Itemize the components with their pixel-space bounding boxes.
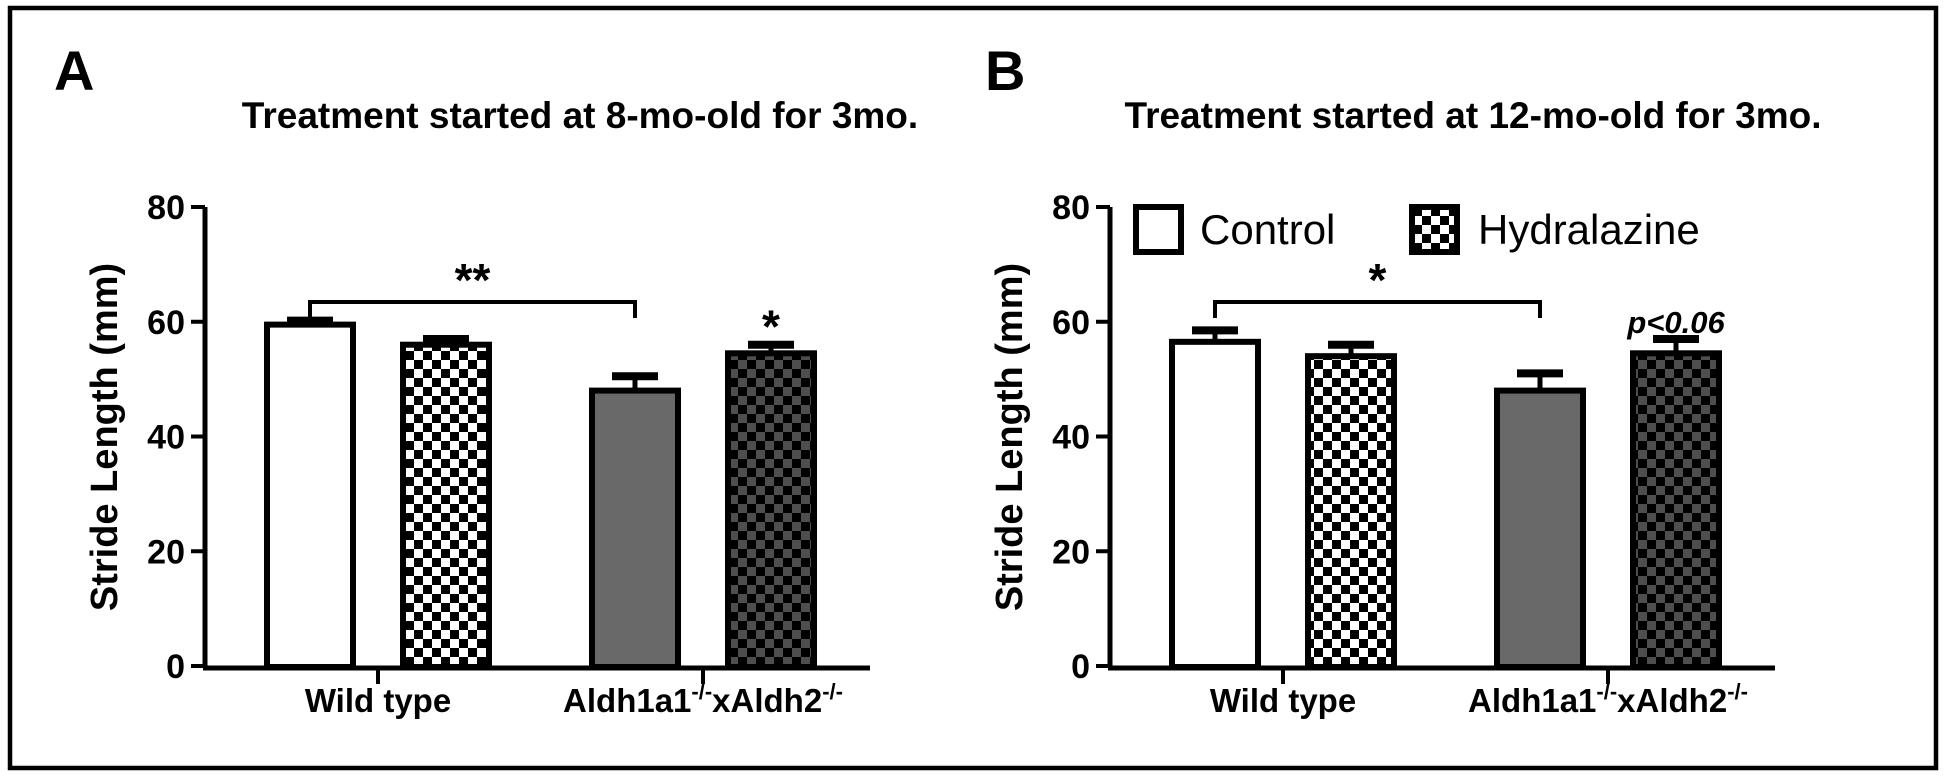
y-tick-label: 20 — [147, 533, 185, 571]
y-tick-label: 0 — [166, 648, 185, 686]
y-tick-label: 40 — [147, 419, 185, 457]
legend-swatch-control — [1133, 204, 1184, 255]
bar-wild-type-control — [264, 321, 356, 670]
panel-a-title: Treatment started at 8-mo-old for 3mo. — [242, 95, 918, 136]
y-tick-label: 20 — [1052, 533, 1090, 571]
category-label: Aldh1a1-/-xAldh2-/- — [563, 679, 843, 719]
bar-aldh1a1-xaldh2--hydralazine — [725, 350, 817, 670]
legend-swatch-hydralazine — [1409, 204, 1460, 255]
panel-b-title: Treatment started at 12-mo-old for 3mo. — [1125, 95, 1822, 136]
legend-label-hydralazine: Hydralazine — [1478, 206, 1700, 253]
bar-wild-type-hydralazine — [1305, 353, 1397, 670]
significance-star: * — [762, 301, 780, 353]
significance-bracket — [1213, 300, 1542, 318]
panel-b-y-axis-label: Stride Length (mm) — [989, 263, 1031, 611]
panel-b-plot-area: 0 20 40 60 80 Wild type Aldh1a1-/-xAldh2-/- * p<… — [1052, 189, 1775, 719]
bar-aldh1a1-xaldh2--hydralazine — [1630, 350, 1722, 670]
bar-aldh1a1-xaldh2--control — [589, 387, 681, 670]
figure-border — [7, 5, 1939, 771]
y-tick-label: 40 — [1052, 419, 1090, 457]
y-tick-label: 80 — [147, 189, 185, 227]
panel-b: B Treatment started at 12-mo-old for 3mo… — [985, 39, 1821, 719]
significance-stars: * — [1369, 254, 1387, 306]
y-tick-label: 60 — [1052, 304, 1090, 342]
legend-label-control: Control — [1200, 206, 1335, 253]
category-label: Wild type — [305, 682, 451, 719]
panel-a-y-axis-label: Stride Length (mm) — [84, 263, 126, 611]
y-tick-label: 0 — [1071, 648, 1090, 686]
category-label: Wild type — [1210, 682, 1356, 719]
panel-a-label: A — [54, 39, 94, 102]
significance-bracket — [308, 300, 637, 318]
significance-stars: ** — [455, 254, 491, 306]
bar-wild-type-hydralazine — [400, 341, 492, 670]
p-value-label: p<0.06 — [1626, 305, 1725, 340]
category-label: Aldh1a1-/-xAldh2-/- — [1468, 679, 1748, 719]
bar-aldh1a1-xaldh2--control — [1494, 387, 1586, 670]
panel-b-label: B — [985, 39, 1025, 102]
panel-a: A Treatment started at 8-mo-old for 3mo.… — [54, 39, 918, 719]
y-tick-label: 80 — [1052, 189, 1090, 227]
bar-wild-type-control — [1169, 338, 1261, 670]
y-tick-label: 60 — [147, 304, 185, 342]
